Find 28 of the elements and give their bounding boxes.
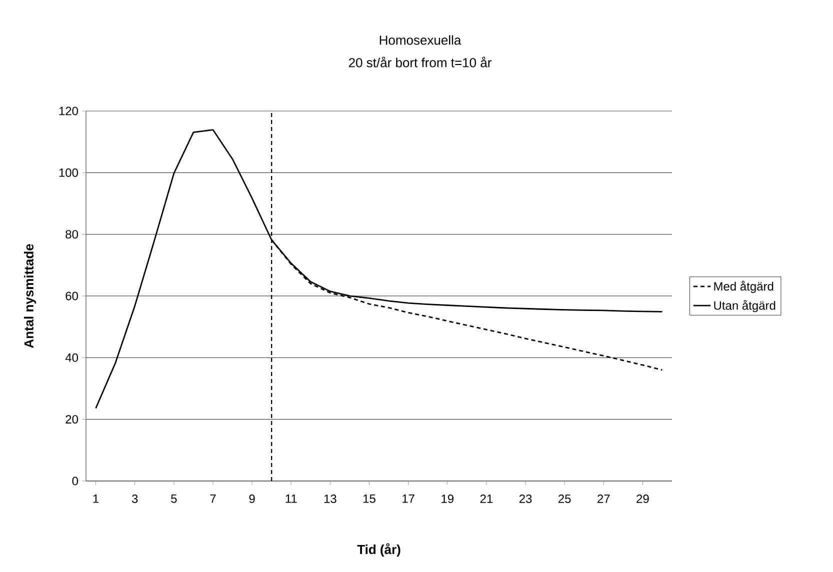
x-tick-label: 11 [286,494,297,503]
x-tick-label: 13 [324,494,336,504]
x-tick-label: 3 [132,494,138,504]
x-tick-label: 27 [598,494,610,503]
x-tick-label: 1 [93,494,99,503]
x-tick-label: 29 [636,494,649,504]
x-axis-title: Tid (år) [357,543,400,557]
y-tick-label: 100 [59,168,78,177]
y-tick-label: 0 [72,476,78,486]
x-tick-label: 17 [402,494,414,503]
legend-label: Med åtgärd [714,280,774,293]
legend-label: Utan åtgärd [714,300,776,312]
x-tick-label: 9 [249,494,255,504]
x-tick-label: 25 [558,494,571,504]
chart-title: Homosexuella [380,35,462,45]
chart-subtitle: 20 st/år bort from t=10 år [348,56,492,68]
x-tick-label: 19 [442,494,454,504]
y-tick-label: 20 [66,415,78,424]
y-tick-label: 80 [66,230,78,239]
y-axis-title: Antal nysmittade [24,244,36,348]
x-tick-label: 21 [480,494,493,503]
y-tick-label: 120 [59,106,78,116]
x-tick-label: 5 [171,494,177,503]
y-tick-label: 60 [66,292,78,300]
y-tick-label: 40 [65,353,78,362]
x-tick-label: 23 [519,494,532,504]
x-tick-label: 7 [210,494,216,503]
x-tick-label: 15 [363,494,376,503]
